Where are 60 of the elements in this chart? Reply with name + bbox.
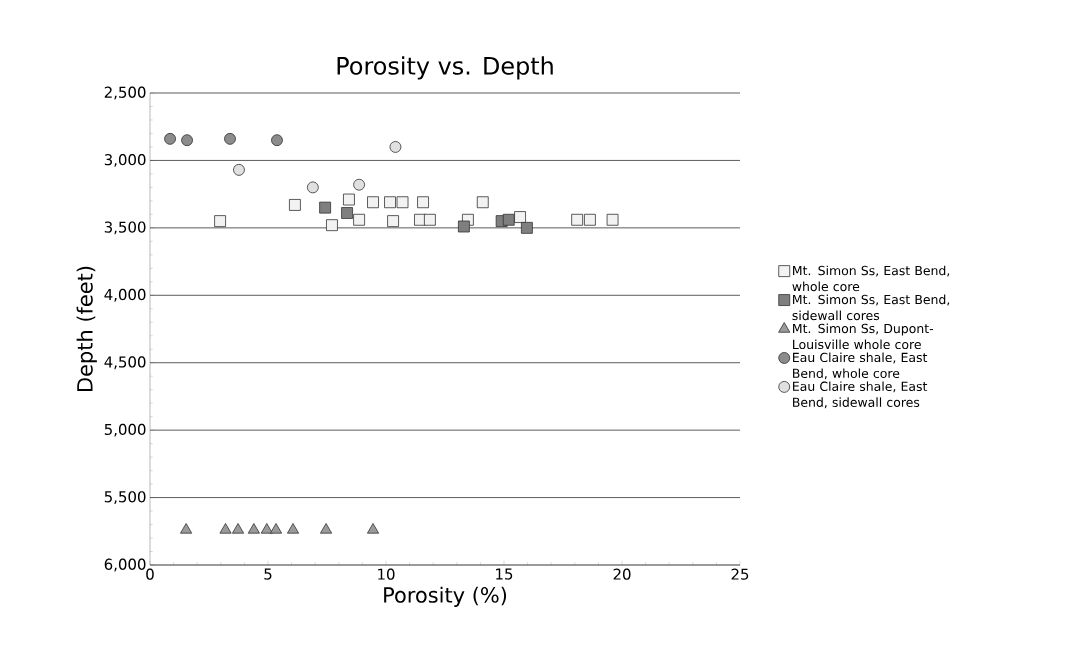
point: [343, 193, 355, 206]
y-tick-label: 5,000: [104, 423, 146, 437]
point: [424, 213, 436, 226]
x-tick-label: 15: [496, 568, 513, 580]
point: [247, 523, 260, 534]
point: [353, 213, 365, 226]
point: [476, 196, 489, 209]
y-tick-label: 6,000: [104, 558, 146, 572]
y-tick-label: 4,500: [104, 356, 146, 370]
x-tick-label: 5: [264, 568, 272, 580]
point: [306, 181, 319, 194]
point: [396, 196, 409, 209]
point: [353, 178, 365, 191]
y-tick-label: 2,500: [104, 86, 146, 100]
point: [271, 134, 283, 147]
y-tick-label: 4,000: [104, 288, 146, 302]
point: [219, 523, 232, 534]
legend-label: Eau Claire shale, East Bend, sidewall cores: [793, 381, 928, 409]
x-tick-label: 0: [146, 568, 154, 580]
legend-label: Mt. Simon Ss, East Bend, whole core: [792, 265, 950, 292]
point: [286, 523, 300, 534]
point: [164, 132, 176, 145]
point: [514, 211, 526, 223]
chart-title: Porosity vs. Depth: [337, 56, 553, 80]
point: [326, 219, 338, 232]
y-tick-label: 3,500: [104, 221, 146, 235]
y-tick-label: 5,500: [104, 491, 146, 504]
point: [232, 523, 245, 534]
point: [389, 141, 402, 153]
point: [417, 196, 429, 209]
point: [341, 207, 353, 219]
point: [384, 196, 396, 209]
point: [520, 221, 533, 234]
legend-label: Mt. Simon Ss, Dupont-Louisville whole core: [793, 323, 934, 350]
point: [319, 201, 332, 214]
point: [387, 215, 399, 228]
point: [571, 213, 584, 226]
legend-label: Mt. Simon Ss, East Bend, sidewall cores: [792, 294, 950, 321]
x-tick-label: 25: [731, 568, 749, 580]
y-tick-label: 3,000: [104, 154, 146, 167]
point: [214, 215, 226, 228]
point: [457, 220, 470, 233]
point: [289, 199, 301, 211]
x-axis-title: Porosity (%): [384, 586, 507, 607]
y-axis-title: Depth (feet): [76, 266, 97, 391]
x-tick-label: 20: [613, 568, 631, 580]
legend-label: Eau Claire shale, East Bend, whole core: [793, 352, 928, 380]
point: [260, 523, 273, 534]
point: [367, 196, 379, 209]
point: [502, 213, 515, 226]
point: [224, 132, 236, 145]
point: [366, 523, 380, 534]
point: [270, 523, 283, 534]
x-tick-label: 10: [378, 568, 395, 580]
point: [181, 134, 193, 147]
point: [180, 523, 193, 534]
point: [233, 163, 245, 176]
point: [584, 213, 596, 226]
point: [606, 213, 619, 226]
point: [320, 523, 333, 534]
